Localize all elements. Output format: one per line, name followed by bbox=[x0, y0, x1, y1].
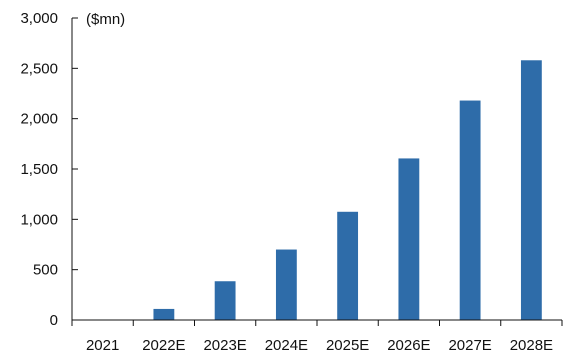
bar-2025E bbox=[337, 211, 359, 320]
y-tick-label: 500 bbox=[33, 262, 58, 279]
x-axis: 2021 2022E 2023E 2024E 2025E 2026E 2027E 2028E bbox=[71, 319, 563, 354]
bars bbox=[92, 60, 542, 321]
bar-2028E bbox=[520, 60, 542, 320]
x-tick-label: 2028E bbox=[510, 337, 553, 354]
y-tick-label: 3,000 bbox=[20, 10, 58, 27]
y-tick-label: 2,000 bbox=[20, 111, 58, 128]
bar-2024E bbox=[275, 249, 297, 320]
y-tick-label: 2,500 bbox=[20, 60, 58, 77]
y-tick-label: 1,500 bbox=[20, 161, 58, 178]
x-tick-label: 2021 bbox=[86, 337, 119, 354]
y-axis: 0 500 1,000 1,500 2,000 2,500 3,000 bbox=[20, 10, 78, 329]
bar-2027E bbox=[459, 100, 481, 321]
y-tick-label: 1,000 bbox=[20, 211, 58, 228]
unit-label: ($mn) bbox=[86, 11, 125, 28]
x-tick-label: 2026E bbox=[387, 337, 430, 354]
x-tick-label: 2027E bbox=[448, 337, 491, 354]
x-tick-label: 2024E bbox=[265, 337, 308, 354]
bar-2023E bbox=[214, 281, 236, 320]
x-tick-label: 2025E bbox=[326, 337, 369, 354]
y-tick-label: 0 bbox=[50, 312, 58, 329]
x-tick-label: 2023E bbox=[203, 337, 246, 354]
x-tick-label: 2022E bbox=[142, 337, 185, 354]
bar-2022E bbox=[153, 308, 175, 320]
bar-2026E bbox=[398, 158, 420, 320]
